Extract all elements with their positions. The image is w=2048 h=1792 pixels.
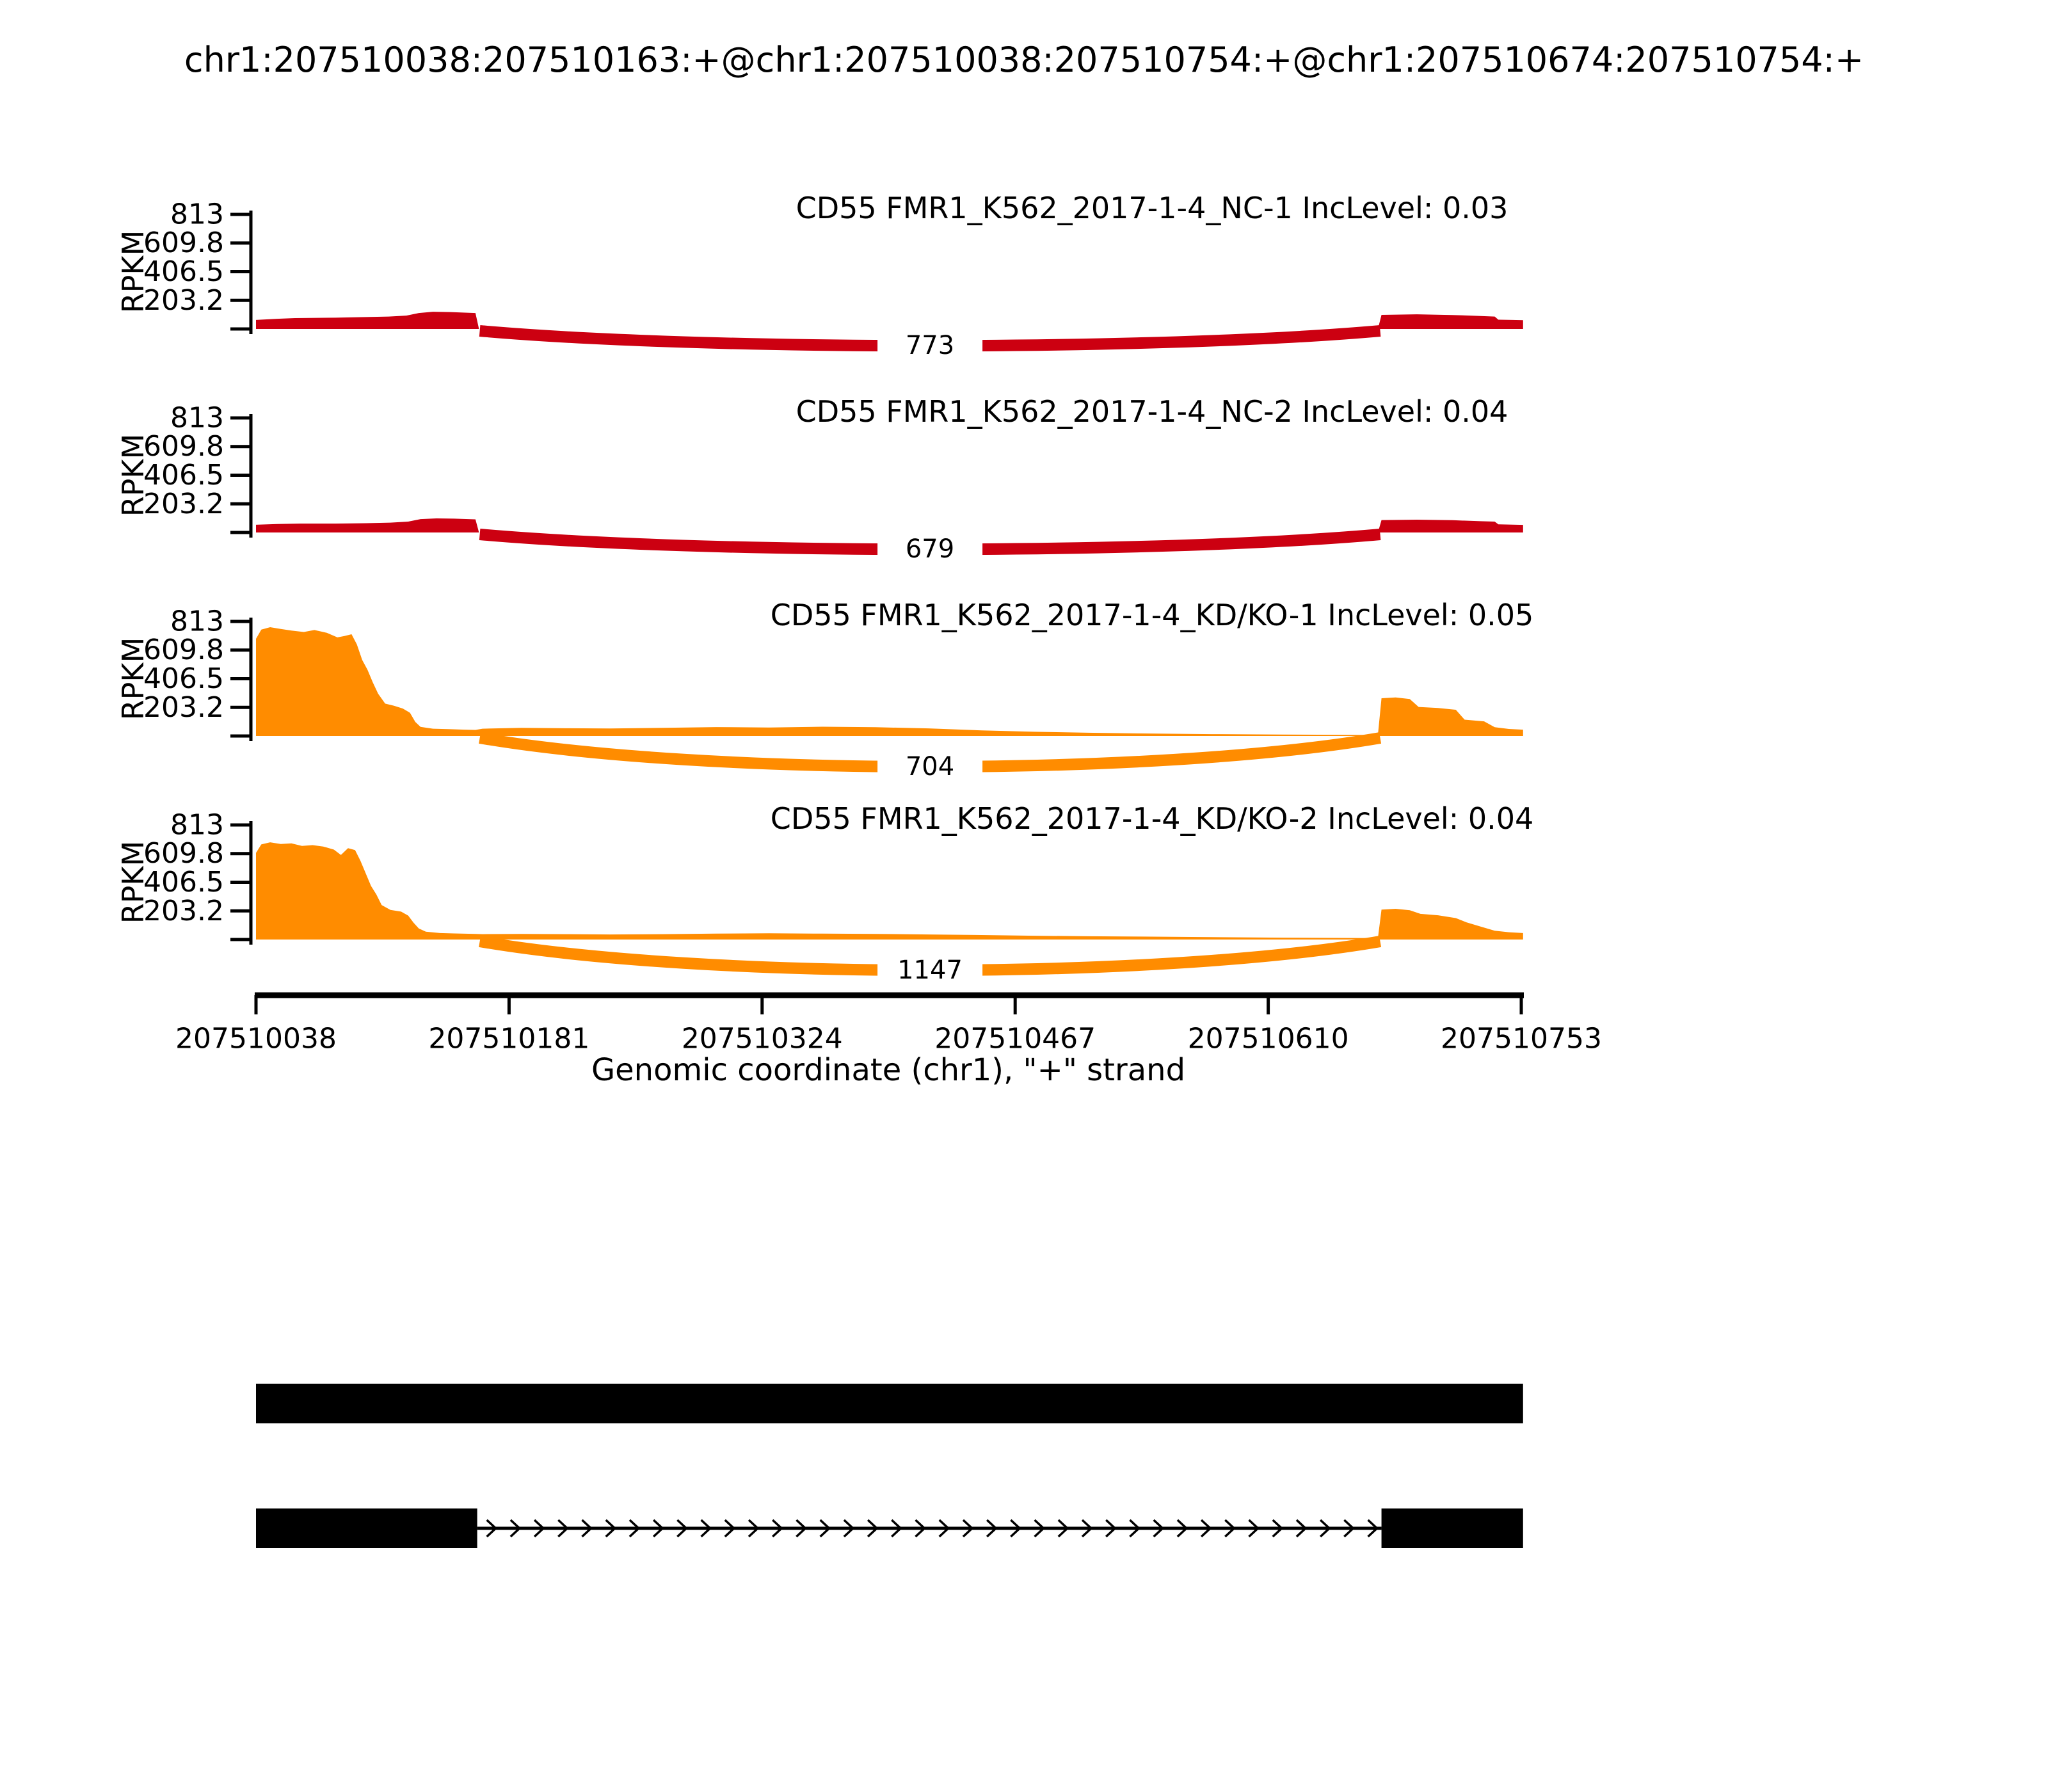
junction-label-gap [877, 331, 983, 361]
strand-arrow-icon [1034, 1519, 1046, 1538]
y-tick-label: 406.5 [143, 866, 224, 899]
strand-arrow-icon [700, 1519, 712, 1538]
strand-arrow-icon [1129, 1519, 1140, 1538]
strand-arrows [486, 1519, 1379, 1538]
x-tick-label: 207510181 [428, 1023, 589, 1055]
y-tick-label: 609.8 [143, 634, 224, 666]
strand-arrow-icon [652, 1519, 664, 1538]
strand-arrow-icon [772, 1519, 783, 1538]
exon-rect [256, 1508, 477, 1548]
strand-arrow-icon [819, 1519, 831, 1538]
x-tick-label: 207510610 [1188, 1023, 1349, 1055]
y-tick-label: 609.8 [143, 430, 224, 463]
skipping-isoform [256, 1508, 1523, 1548]
junction-count-nc-2: 679 [906, 534, 954, 564]
y-tick-label: 813 [170, 402, 224, 435]
strand-arrow-icon [676, 1519, 688, 1538]
y-axis-label: RPKM [116, 230, 150, 314]
strand-arrow-icon [1367, 1519, 1379, 1538]
strand-arrow-icon [1272, 1519, 1284, 1538]
strand-arrow-icon [1105, 1519, 1117, 1538]
track-label-kdko-2: CD55 FMR1_K562_2017-1-4_KD/KO-2 IncLevel… [771, 801, 1534, 836]
strand-arrow-icon [891, 1519, 902, 1538]
coverage-area [256, 842, 1523, 940]
junction-count-nc-1: 773 [906, 331, 954, 360]
y-axis-label: RPKM [116, 434, 150, 517]
strand-arrow-icon [509, 1519, 522, 1538]
coverage-area [256, 312, 1523, 329]
strand-arrow-icon [748, 1519, 760, 1538]
track-label-nc-1: CD55 FMR1_K562_2017-1-4_NC-1 IncLevel: 0… [796, 191, 1508, 225]
x-tick-label: 207510753 [1441, 1023, 1602, 1055]
strand-arrow-icon [986, 1519, 998, 1538]
y-tick-label: 609.8 [143, 837, 224, 870]
y-tick-label: 609.8 [143, 227, 224, 259]
exon-rect [1381, 1508, 1523, 1548]
strand-arrow-icon [1248, 1519, 1260, 1538]
strand-arrow-icon [1010, 1519, 1021, 1538]
strand-arrow-icon [1319, 1519, 1331, 1538]
strand-arrow-icon [1295, 1519, 1308, 1538]
track-label-nc-2: CD55 FMR1_K562_2017-1-4_NC-2 IncLevel: 0… [796, 394, 1508, 429]
strand-arrow-icon [533, 1519, 545, 1538]
strand-arrow-icon [962, 1519, 974, 1538]
x-tick-label: 207510467 [934, 1023, 1096, 1055]
figure-title: chr1:207510038:207510163:+@chr1:20751003… [184, 40, 1864, 80]
strand-arrow-icon [1200, 1519, 1212, 1538]
strand-arrow-icon [628, 1519, 641, 1538]
y-tick-label: 406.5 [143, 459, 224, 492]
y-tick-label: 813 [170, 809, 224, 842]
junction-label-gap [877, 534, 983, 564]
y-axis-label: RPKM [116, 841, 150, 924]
junction-label-gap [877, 956, 983, 985]
coverage-area [256, 627, 1523, 736]
y-tick-label: 203.2 [143, 691, 224, 724]
coverage-area [256, 518, 1523, 532]
strand-arrow-icon [724, 1519, 736, 1538]
strand-arrow-icon [1081, 1519, 1093, 1538]
y-tick-label: 813 [170, 605, 224, 638]
strand-arrow-icon [1224, 1519, 1236, 1538]
y-tick-label: 813 [170, 198, 224, 231]
strand-arrow-icon [843, 1519, 855, 1538]
strand-arrow-icon [1153, 1519, 1165, 1538]
x-axis-title: Genomic coordinate (chr1), "+" strand [591, 1052, 1185, 1088]
junction-count-kdko-2: 1147 [897, 956, 963, 985]
strand-arrow-icon [557, 1519, 569, 1538]
strand-arrow-icon [1343, 1519, 1355, 1538]
strand-arrow-icon [486, 1519, 498, 1538]
y-tick-label: 203.2 [143, 488, 224, 520]
y-axis-label: RPKM [116, 637, 150, 721]
strand-arrow-icon [796, 1519, 807, 1538]
x-tick-label: 207510324 [682, 1023, 843, 1055]
y-tick-label: 203.2 [143, 284, 224, 317]
strand-arrow-icon [1057, 1519, 1069, 1538]
gene-structures-layer [256, 1384, 1523, 1548]
strand-arrow-icon [867, 1519, 879, 1538]
tracks-layer: 813609.8406.5203.2RPKM813609.8406.5203.2… [116, 198, 1523, 985]
junction-label-gap [877, 752, 983, 781]
x-tick-label: 207510038 [175, 1023, 337, 1055]
y-tick-label: 406.5 [143, 662, 224, 695]
y-tick-label: 203.2 [143, 895, 224, 927]
inclusion-isoform [256, 1384, 1523, 1423]
strand-arrow-icon [915, 1519, 927, 1538]
strand-arrow-icon [605, 1519, 617, 1538]
junction-count-kdko-1: 704 [906, 752, 954, 781]
track-label-kdko-1: CD55 FMR1_K562_2017-1-4_KD/KO-1 IncLevel… [771, 598, 1534, 632]
x-axis: 207510038 207510181 207510324 207510467 2075… [175, 992, 1602, 1055]
strand-arrow-icon [1176, 1519, 1188, 1538]
y-tick-label: 406.5 [143, 255, 224, 288]
strand-arrow-icon [581, 1519, 593, 1538]
exon-rect [256, 1384, 1523, 1423]
strand-arrow-icon [938, 1519, 950, 1538]
